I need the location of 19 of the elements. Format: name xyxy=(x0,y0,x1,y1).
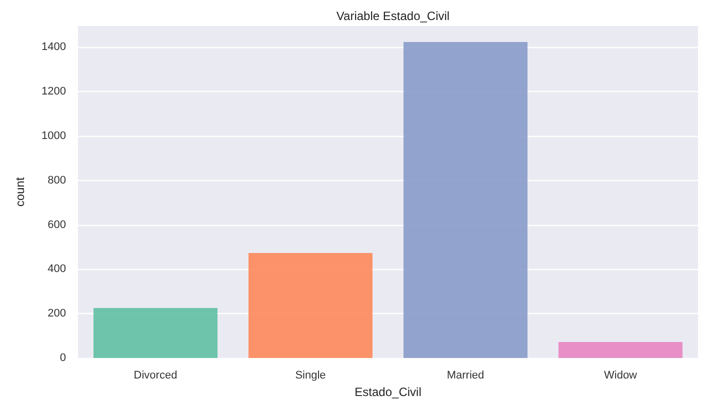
y-tick-label: 400 xyxy=(48,263,66,276)
x-axis-title: Estado_Civil xyxy=(354,384,422,399)
x-tick-label: Divorced xyxy=(134,370,178,382)
chart-title: Variable Estado_Civil xyxy=(336,9,450,23)
bar xyxy=(404,42,528,358)
y-tick-label: 600 xyxy=(48,218,66,231)
y-tick-label: 1200 xyxy=(42,86,66,98)
x-tick-label: Married xyxy=(446,370,484,382)
x-tick-label: Single xyxy=(295,370,326,382)
bar xyxy=(558,342,682,358)
bar xyxy=(94,308,218,358)
y-axis-title: count xyxy=(13,176,27,207)
bar xyxy=(248,252,372,358)
x-tick-label: Widow xyxy=(604,370,638,382)
y-tick-label: 200 xyxy=(48,308,66,320)
y-tick-label: 1400 xyxy=(42,41,66,54)
y-tick-label: 800 xyxy=(48,174,66,186)
y-tick-label: 0 xyxy=(60,352,66,364)
y-tick-label: 1000 xyxy=(42,130,66,142)
